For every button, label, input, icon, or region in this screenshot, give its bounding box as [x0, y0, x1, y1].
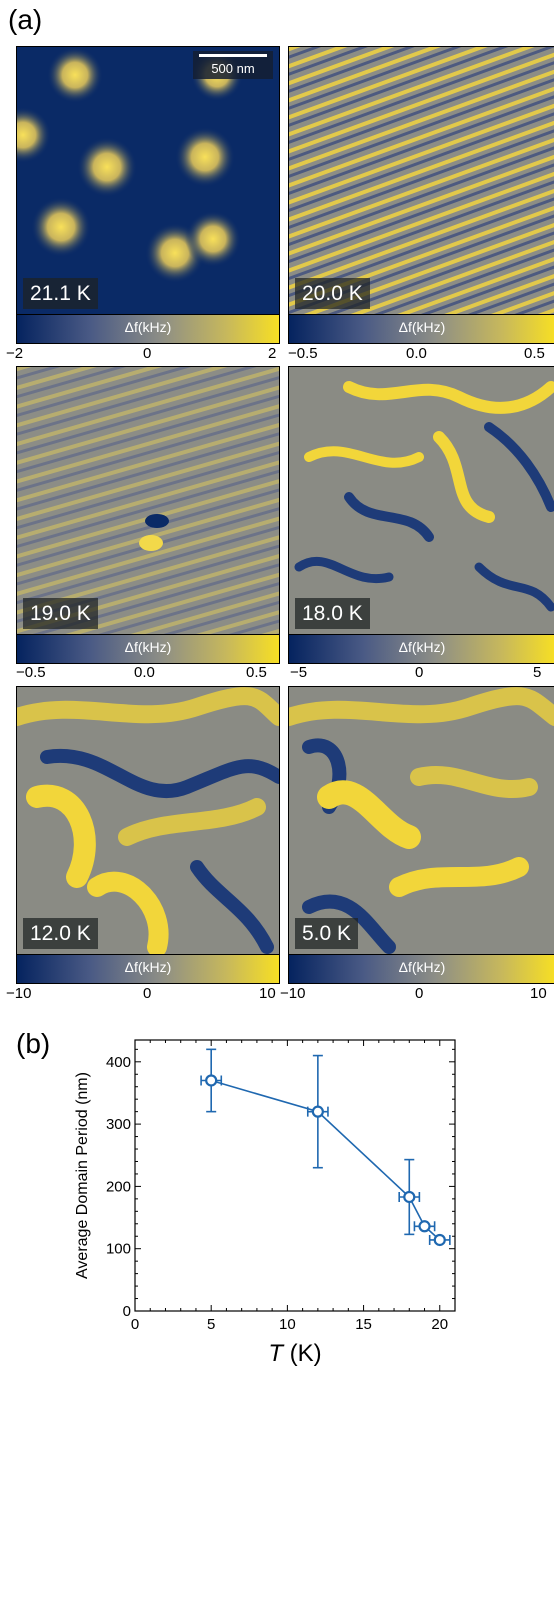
x-axis-label: T (K) — [268, 1340, 321, 1367]
colorbar: Δf(kHz) — [288, 954, 554, 984]
y-tick-label: 300 — [106, 1116, 131, 1133]
colorbar: Δf(kHz) — [288, 634, 554, 664]
colorbar: Δf(kHz) — [16, 634, 280, 664]
y-axis-label: Average Domain Period (nm) — [74, 1072, 91, 1279]
colorbar-tick: 10 — [530, 985, 547, 1002]
plot-frame — [134, 1039, 456, 1312]
colorbar-tick: 5 — [533, 664, 542, 681]
data-point — [433, 1233, 446, 1247]
colorbar: Δf(kHz) — [16, 954, 280, 984]
map-19-0k: 19.0 K — [16, 366, 280, 636]
colorbar-tick: −0.5 — [288, 345, 318, 362]
panel-a-label: (a) — [8, 4, 43, 35]
stripe-map-image — [17, 367, 279, 635]
colorbar-tick: −5 — [290, 664, 308, 681]
colorbar-tick: 0 — [415, 664, 424, 681]
colorbar-tick: −10 — [6, 985, 32, 1002]
colorbar-tick: 0.5 — [246, 664, 267, 681]
labyrinth-map-image — [17, 687, 279, 955]
colorbar-tick: 0.0 — [134, 664, 155, 681]
colorbar-tick: −2 — [6, 345, 24, 362]
stripe-map-image — [289, 47, 554, 315]
labyrinth-map-image — [289, 367, 554, 635]
colorbar-tick: −0.5 — [16, 664, 46, 681]
colorbar-tick: 0 — [143, 985, 152, 1002]
x-tick-label: 15 — [355, 1316, 372, 1333]
map-18-0k: 18.0 K — [288, 366, 554, 636]
colorbar: Δf(kHz) — [16, 314, 280, 344]
colorbar-tick: 10 — [259, 985, 276, 1002]
colorbar-tick: 0.0 — [406, 345, 427, 362]
temperature-label: 19.0 K — [23, 598, 98, 629]
skyrmion-map-image — [17, 47, 279, 315]
map-21-1k: 500 nm 21.1 K — [16, 46, 280, 316]
colorbar: Δf(kHz) — [288, 314, 554, 344]
colorbar-tick: 2 — [268, 345, 277, 362]
labyrinth-map-image — [289, 687, 554, 955]
colorbar-tick: 0.5 — [524, 345, 545, 362]
y-tick-label: 100 — [106, 1241, 131, 1258]
colorbar-tick: 0 — [143, 345, 152, 362]
x-tick-label: 20 — [431, 1316, 448, 1333]
data-point — [403, 1190, 416, 1204]
scale-bar: 500 nm — [193, 51, 273, 79]
temperature-label: 20.0 K — [295, 278, 370, 309]
map-5-0k: 5.0 K — [288, 686, 554, 956]
data-point — [311, 1105, 324, 1118]
y-tick-label: 200 — [106, 1178, 131, 1195]
temperature-label: 21.1 K — [23, 278, 98, 309]
map-12-0k: 12.0 K — [16, 686, 280, 956]
x-tick-label: 10 — [279, 1316, 296, 1333]
map-20-0k: 20.0 K — [288, 46, 554, 316]
data-point — [418, 1220, 431, 1233]
temperature-label: 18.0 K — [295, 598, 370, 629]
y-tick-label: 400 — [106, 1054, 131, 1071]
panel-b-label: (b) — [16, 1028, 51, 1059]
y-tick-label: 0 — [123, 1303, 131, 1320]
x-tick-label: 5 — [207, 1316, 215, 1333]
x-tick-label: 0 — [131, 1316, 139, 1333]
colorbar-tick: −10 — [280, 985, 306, 1002]
data-point — [205, 1074, 218, 1087]
colorbar-tick: 0 — [415, 985, 424, 1002]
temperature-label: 12.0 K — [23, 918, 98, 949]
temperature-label: 5.0 K — [295, 918, 359, 949]
